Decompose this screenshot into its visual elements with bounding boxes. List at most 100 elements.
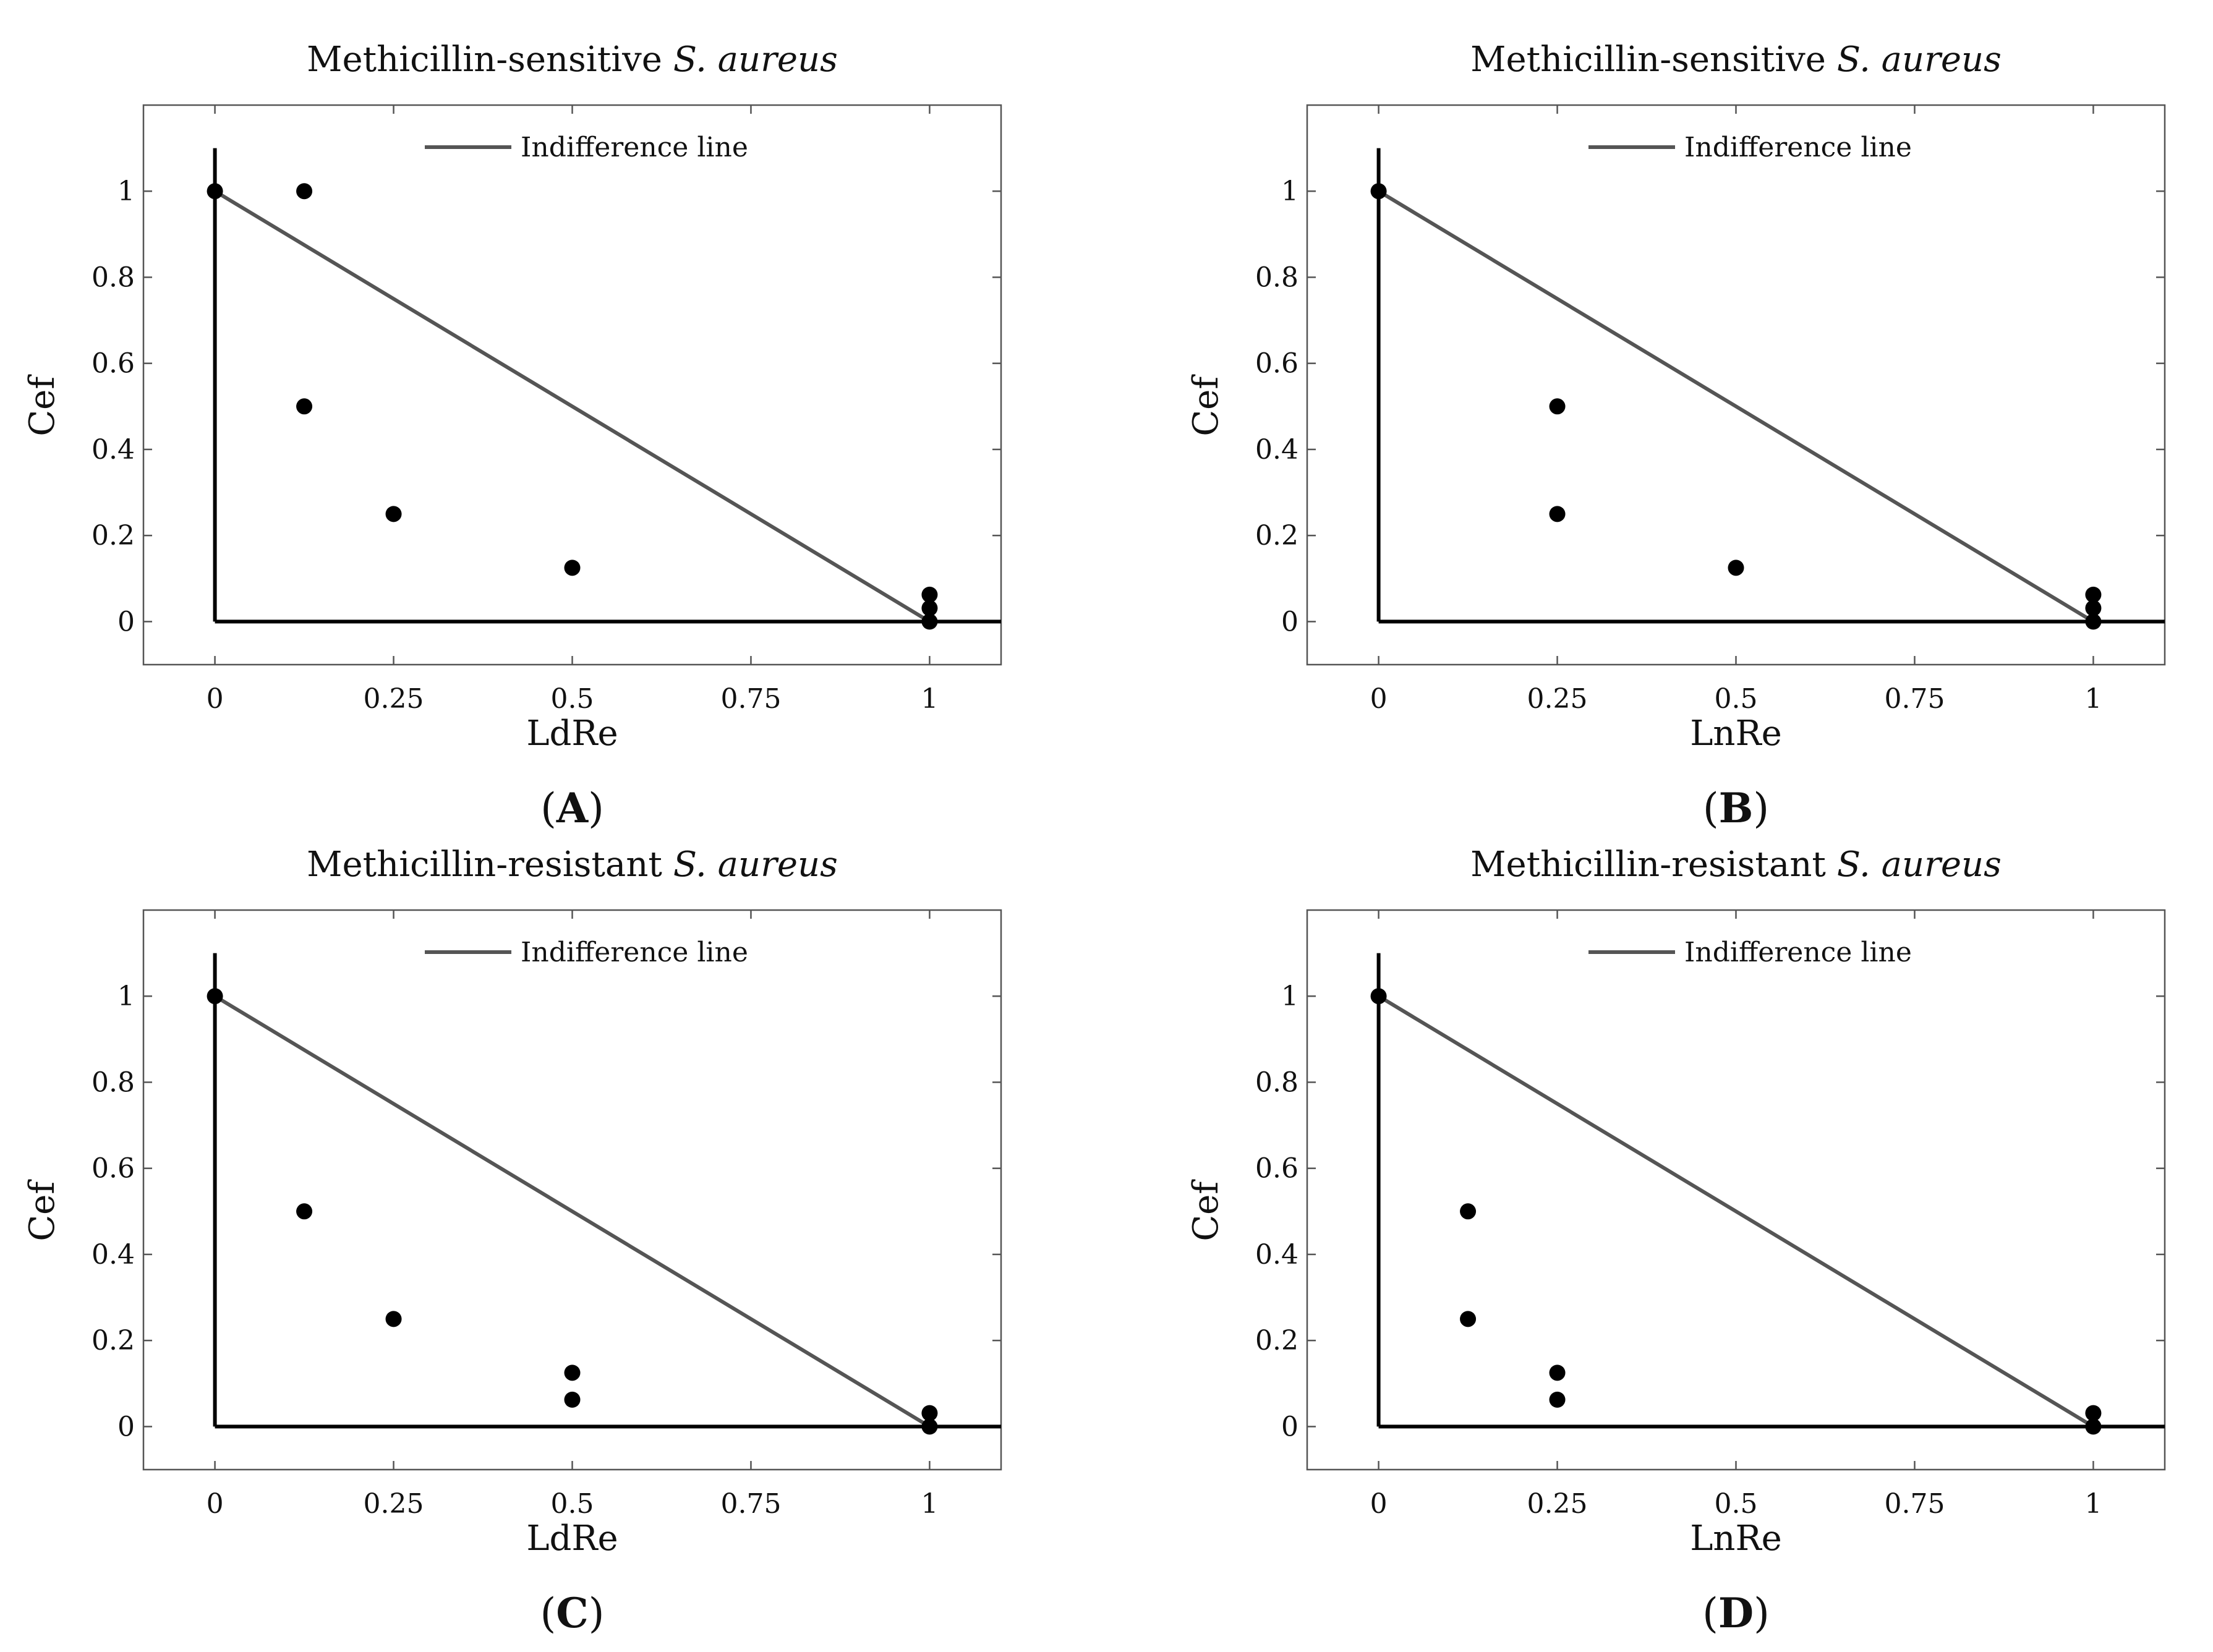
legend-label: Indifference line bbox=[1684, 937, 1912, 968]
panel-caption: (D) bbox=[1702, 1589, 1770, 1637]
plot-frame bbox=[142, 104, 1002, 666]
chart-title-species: S. aureus bbox=[673, 40, 838, 80]
data-point bbox=[385, 1311, 402, 1327]
x-tick-label: 0.25 bbox=[1527, 1488, 1588, 1520]
data-point bbox=[1549, 506, 1566, 522]
caption-close-paren: ) bbox=[588, 785, 604, 832]
caption-close-paren: ) bbox=[589, 1590, 605, 1637]
y-tick-label: 1 bbox=[117, 981, 135, 1012]
y-tick-label: 0.2 bbox=[92, 1325, 135, 1356]
x-tick-label: 0.5 bbox=[1715, 1488, 1758, 1520]
y-tick-label: 0 bbox=[1281, 1411, 1298, 1442]
y-tick-label: 0.8 bbox=[1255, 262, 1298, 293]
chart-panel-a: Methicillin-sensitive S. aureus 0 0.2 0.4 0.… bbox=[22, 40, 1002, 832]
data-point bbox=[1460, 1203, 1477, 1220]
y-tick-label: 1 bbox=[1281, 981, 1298, 1012]
chart-title-main: Methicillin-sensitive bbox=[1470, 40, 1837, 80]
x-tick-label: 0.75 bbox=[720, 1488, 781, 1520]
data-point bbox=[2085, 613, 2102, 630]
y-tick-label: 0 bbox=[1281, 606, 1298, 637]
data-point bbox=[921, 1418, 938, 1435]
y-tick-label: 1 bbox=[117, 176, 135, 207]
y-tick-label: 0.8 bbox=[1255, 1067, 1298, 1098]
chart-title-main: Methicillin-resistant bbox=[1470, 845, 1837, 885]
chart-title-main: Methicillin-sensitive bbox=[307, 40, 673, 80]
data-point bbox=[921, 586, 938, 603]
data-point bbox=[1549, 1365, 1566, 1381]
x-tick-label: 0 bbox=[207, 683, 224, 715]
y-tick-label: 0.2 bbox=[1255, 520, 1298, 551]
caption-letter: C bbox=[556, 1589, 589, 1637]
data-point bbox=[2085, 1418, 2102, 1435]
x-tick-label: 1 bbox=[2084, 1488, 2102, 1520]
indifference-line bbox=[1378, 189, 2094, 623]
y-tick-label: 0.6 bbox=[1255, 348, 1298, 380]
caption-letter: D bbox=[1718, 1589, 1754, 1637]
chart-panel-c: Methicillin-resistant S. aureus 0 0.2 0.4 0.… bbox=[22, 845, 1002, 1637]
data-point bbox=[296, 1203, 313, 1220]
y-tick-label: 0.8 bbox=[92, 1067, 135, 1098]
data-point bbox=[296, 398, 313, 415]
data-point bbox=[296, 183, 313, 200]
x-axis-label: LnRe bbox=[1690, 713, 1782, 754]
indifference-line bbox=[1378, 994, 2094, 1428]
legend-label: Indifference line bbox=[1684, 132, 1912, 163]
x-tick-label: 0.5 bbox=[1715, 683, 1758, 715]
plot-frame bbox=[142, 909, 1002, 1471]
x-tick-label: 0 bbox=[1370, 683, 1388, 715]
data-point bbox=[921, 1405, 938, 1421]
chart-title: Methicillin-sensitive S. aureus bbox=[1470, 40, 2002, 80]
y-axis-label: Cef bbox=[22, 374, 62, 436]
indifference-line bbox=[214, 994, 931, 1428]
caption-open-paren: ( bbox=[540, 1590, 556, 1637]
caption-close-paren: ) bbox=[1754, 1590, 1770, 1637]
data-point bbox=[2085, 600, 2102, 616]
chart-title: Methicillin-resistant S. aureus bbox=[1470, 845, 2002, 885]
chart-title-species: S. aureus bbox=[1837, 40, 2002, 80]
x-tick-label: 1 bbox=[921, 683, 938, 715]
x-tick-label: 0.25 bbox=[1527, 683, 1588, 715]
data-point bbox=[1728, 560, 1744, 576]
x-tick-label: 0.75 bbox=[1884, 683, 1945, 715]
y-tick-label: 0.4 bbox=[1255, 1239, 1298, 1271]
data-point bbox=[1549, 1391, 1566, 1408]
caption-open-paren: ( bbox=[540, 785, 556, 832]
y-tick-label: 0.4 bbox=[92, 1239, 135, 1271]
x-tick-label: 0.25 bbox=[364, 683, 424, 715]
x-tick-label: 0.5 bbox=[551, 683, 594, 715]
plot-frame bbox=[1306, 909, 2166, 1471]
x-tick-label: 0 bbox=[1370, 1488, 1388, 1520]
x-axis-label: LnRe bbox=[1690, 1518, 1782, 1559]
y-tick-label: 0 bbox=[117, 1411, 135, 1442]
x-tick-label: 1 bbox=[2084, 683, 2102, 715]
panel-caption: (B) bbox=[1703, 784, 1769, 832]
data-point bbox=[1460, 1311, 1477, 1327]
y-axis-label: Cef bbox=[1186, 374, 1226, 436]
legend-label: Indifference line bbox=[521, 937, 748, 968]
data-point bbox=[207, 988, 223, 1005]
chart-title-species: S. aureus bbox=[1837, 845, 2002, 885]
data-point bbox=[564, 1365, 581, 1381]
data-point bbox=[385, 506, 402, 522]
y-tick-label: 0.8 bbox=[92, 262, 135, 293]
data-point bbox=[2085, 1405, 2102, 1421]
chart-title-species: S. aureus bbox=[673, 845, 838, 885]
x-axis-label: LdRe bbox=[526, 1518, 618, 1559]
caption-close-paren: ) bbox=[1753, 785, 1769, 832]
chart-title-main: Methicillin-resistant bbox=[307, 845, 673, 885]
y-tick-label: 0.6 bbox=[1255, 1153, 1298, 1185]
indifference-line bbox=[214, 189, 931, 623]
data-point bbox=[2085, 586, 2102, 603]
y-axis-label: Cef bbox=[22, 1179, 62, 1241]
caption-letter: A bbox=[556, 784, 589, 832]
caption-letter: B bbox=[1719, 784, 1754, 832]
data-point bbox=[1370, 183, 1387, 200]
x-tick-label: 0 bbox=[207, 1488, 224, 1520]
x-tick-label: 0.75 bbox=[720, 683, 781, 715]
x-tick-label: 1 bbox=[921, 1488, 938, 1520]
x-axis-label: LdRe bbox=[526, 713, 618, 754]
x-tick-label: 0.25 bbox=[364, 1488, 424, 1520]
data-point bbox=[1549, 398, 1566, 415]
y-tick-label: 0.6 bbox=[92, 1153, 135, 1185]
x-tick-label: 0.75 bbox=[1884, 1488, 1945, 1520]
